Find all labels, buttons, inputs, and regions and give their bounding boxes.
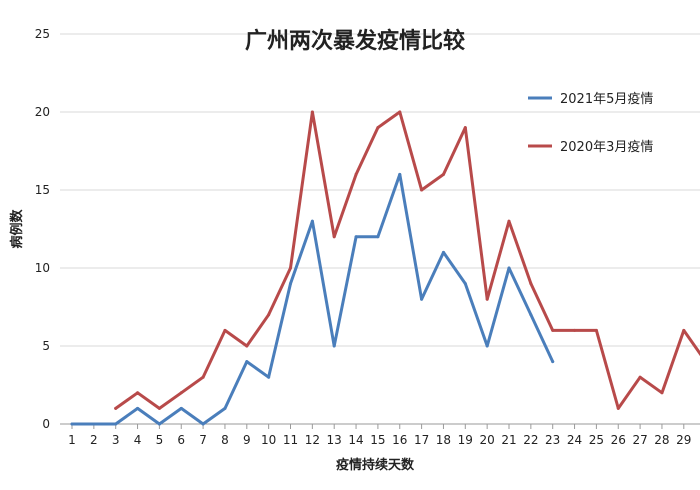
data-point (201, 375, 205, 379)
data-point (463, 282, 467, 286)
data-point (529, 313, 533, 317)
data-point (398, 172, 402, 176)
series-line-1 (114, 110, 700, 410)
data-point (507, 266, 511, 270)
data-point (485, 297, 489, 301)
data-point (594, 328, 598, 332)
grid-lines (60, 33, 700, 347)
x-tick-label: 22 (523, 433, 538, 447)
data-point (245, 360, 249, 364)
x-tick-label: 14 (348, 433, 363, 447)
data-point (376, 126, 380, 130)
data-point (245, 344, 249, 348)
data-point (267, 375, 271, 379)
data-point (114, 422, 118, 426)
data-point (682, 328, 686, 332)
y-tick-label: 25 (35, 27, 50, 41)
x-tick-label: 1 (68, 433, 76, 447)
y-tick-label: 5 (42, 339, 50, 353)
legend-label-2020: 2020年3月疫情 (560, 139, 653, 155)
x-tick-label: 24 (567, 433, 582, 447)
data-point (573, 328, 577, 332)
x-axis-ticks: 1 2 3 4 5 6 7 8 9 10 11 12 13 14 15 16 17 18 19 20 21 22 23 24 2… (68, 424, 691, 447)
x-tick-label: 20 (480, 433, 495, 447)
data-point (463, 126, 467, 130)
data-point (354, 235, 358, 239)
x-tick-label: 10 (261, 433, 276, 447)
data-point (376, 235, 380, 239)
x-axis-label: 疫情持续天数 (336, 457, 415, 473)
y-tick-label: 0 (42, 417, 50, 431)
x-tick-label: 26 (611, 433, 626, 447)
data-point (223, 406, 227, 410)
chart-title: 广州两次暴发疫情比较 (245, 28, 465, 54)
data-point (551, 360, 555, 364)
data-point (289, 282, 292, 286)
x-tick-label: 7 (199, 433, 207, 447)
x-tick-label: 9 (243, 433, 251, 447)
x-tick-label: 12 (305, 433, 320, 447)
x-tick-label: 3 (112, 433, 120, 447)
x-tick-label: 6 (177, 433, 185, 447)
data-point (223, 328, 227, 332)
x-tick-label: 21 (501, 433, 516, 447)
y-tick-label: 20 (35, 105, 50, 119)
legend-label-2021: 2021年5月疫情 (560, 91, 653, 107)
data-point (660, 391, 664, 395)
data-point (310, 110, 314, 114)
x-tick-label: 15 (370, 433, 385, 447)
data-point (507, 219, 511, 223)
data-point (201, 422, 205, 426)
x-tick-label: 16 (392, 433, 407, 447)
x-tick-label: 29 (676, 433, 691, 447)
data-point (179, 406, 183, 410)
x-tick-label: 19 (458, 433, 473, 447)
data-point (485, 344, 489, 348)
y-axis-ticks: 0 5 10 15 20 25 (35, 27, 50, 431)
x-tick-label: 27 (632, 433, 647, 447)
data-point (92, 422, 96, 426)
data-point (289, 266, 292, 270)
data-point (420, 297, 424, 301)
y-tick-label: 10 (35, 261, 50, 275)
data-point (136, 406, 140, 410)
data-point (267, 313, 271, 317)
x-tick-label: 2 (90, 433, 98, 447)
data-point (551, 328, 555, 332)
data-point (332, 344, 336, 348)
x-tick-label: 23 (545, 433, 560, 447)
x-tick-label: 25 (589, 433, 604, 447)
series-lines (70, 110, 700, 426)
data-point (441, 250, 445, 254)
data-point (420, 188, 424, 192)
data-point (70, 422, 74, 426)
data-point (179, 391, 183, 395)
x-tick-label: 4 (134, 433, 142, 447)
x-tick-label: 5 (156, 433, 164, 447)
data-point (136, 391, 140, 395)
x-tick-label: 17 (414, 433, 429, 447)
x-tick-label: 11 (283, 433, 298, 447)
legend: 2021年5月疫情 2020年3月疫情 (528, 91, 653, 155)
x-tick-label: 13 (327, 433, 342, 447)
x-tick-label: 18 (436, 433, 451, 447)
x-tick-label: 8 (221, 433, 229, 447)
data-point (616, 406, 620, 410)
data-point (157, 406, 161, 410)
data-point (114, 406, 118, 410)
y-tick-label: 15 (35, 183, 50, 197)
data-point (157, 422, 161, 426)
data-point (332, 235, 336, 239)
data-point (441, 172, 445, 176)
data-point (529, 282, 533, 286)
data-point (398, 110, 402, 114)
x-tick-label: 28 (654, 433, 669, 447)
data-point (310, 219, 314, 223)
data-point (354, 172, 358, 176)
data-point (638, 375, 642, 379)
y-axis-label: 病例数 (9, 209, 25, 249)
